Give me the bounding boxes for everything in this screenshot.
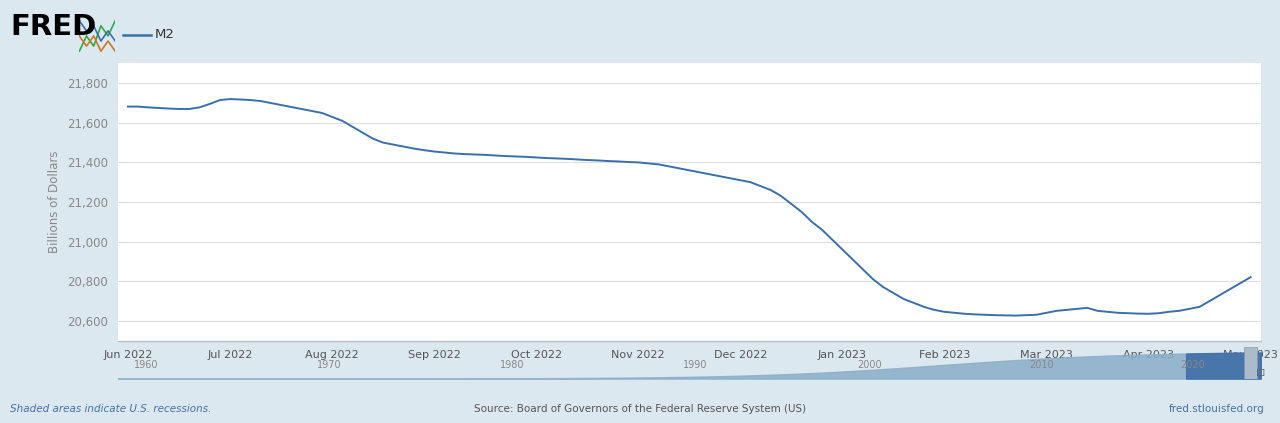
Text: Shaded areas indicate U.S. recessions.: Shaded areas indicate U.S. recessions. xyxy=(10,404,211,414)
Text: 2000: 2000 xyxy=(858,360,882,370)
Text: Source: Board of Governors of the Federal Reserve System (US): Source: Board of Governors of the Federa… xyxy=(474,404,806,414)
Text: 1990: 1990 xyxy=(682,360,708,370)
Text: 1970: 1970 xyxy=(317,360,342,370)
Text: FRED: FRED xyxy=(10,13,96,41)
Text: 1960: 1960 xyxy=(134,360,159,370)
Text: 1980: 1980 xyxy=(500,360,525,370)
Bar xyxy=(1244,347,1257,379)
Text: M2: M2 xyxy=(155,28,175,41)
Text: 2020: 2020 xyxy=(1180,360,1204,370)
Y-axis label: Billions of Dollars: Billions of Dollars xyxy=(49,151,61,253)
Text: 2010: 2010 xyxy=(1029,360,1053,370)
Text: ⊡: ⊡ xyxy=(1256,368,1266,378)
Text: fred.stlouisfed.org: fred.stlouisfed.org xyxy=(1169,404,1265,414)
